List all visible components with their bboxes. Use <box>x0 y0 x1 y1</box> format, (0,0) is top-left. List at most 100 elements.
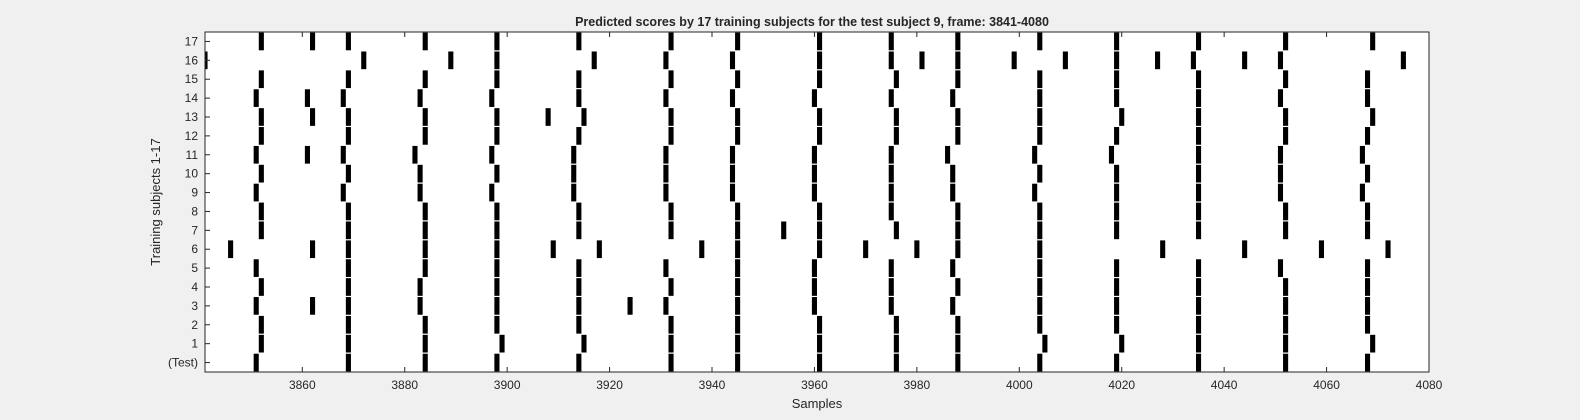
score-mark <box>1114 183 1120 202</box>
score-mark <box>1037 278 1043 296</box>
y-tick-label: 7 <box>191 223 198 237</box>
score-mark <box>735 353 741 372</box>
score-mark <box>581 108 587 126</box>
x-axis-label: Samples <box>792 396 843 411</box>
score-mark <box>668 32 674 51</box>
score-mark <box>729 51 736 70</box>
y-tick-label: 14 <box>185 91 199 105</box>
score-mark <box>1119 108 1125 126</box>
score-mark <box>1277 51 1284 70</box>
score-mark <box>361 51 367 70</box>
score-mark <box>310 297 316 315</box>
score-mark <box>955 202 961 221</box>
score-mark <box>817 353 823 372</box>
score-mark <box>817 202 823 221</box>
score-mark <box>253 89 259 107</box>
score-mark <box>345 32 351 51</box>
score-mark <box>668 127 674 145</box>
x-tick-label: 3900 <box>494 378 521 392</box>
score-mark <box>1364 259 1371 277</box>
score-mark <box>1195 70 1202 89</box>
score-mark <box>304 145 310 164</box>
score-mark <box>1370 108 1376 126</box>
score-mark <box>253 259 259 277</box>
score-mark <box>1195 108 1202 126</box>
score-mark <box>1037 240 1043 259</box>
score-mark <box>571 145 577 164</box>
score-mark <box>955 70 961 89</box>
x-tick-label: 3880 <box>391 378 418 392</box>
score-mark <box>1364 164 1371 183</box>
score-mark <box>422 221 428 240</box>
score-mark <box>1114 51 1120 70</box>
score-mark <box>1011 51 1017 70</box>
score-mark <box>955 127 961 145</box>
score-mark <box>550 240 556 259</box>
chart-title: Predicted scores by 17 training subjects… <box>575 15 1049 29</box>
score-mark <box>345 315 351 334</box>
score-mark <box>1037 259 1043 277</box>
score-mark <box>1032 183 1038 202</box>
score-mark <box>258 278 264 296</box>
score-mark <box>1283 297 1289 315</box>
score-mark <box>571 164 577 183</box>
score-mark <box>1114 259 1120 277</box>
score-mark <box>955 334 961 353</box>
score-mark <box>668 278 674 296</box>
score-mark <box>1037 164 1043 183</box>
score-mark <box>1277 89 1284 107</box>
score-mark <box>668 315 674 334</box>
score-mark <box>304 89 310 107</box>
score-mark <box>1190 51 1196 70</box>
score-mark <box>955 240 961 259</box>
score-mark <box>417 183 423 202</box>
score-mark <box>1195 221 1202 240</box>
score-mark <box>888 259 894 277</box>
x-tick-label: 4000 <box>1006 378 1033 392</box>
score-mark <box>1062 51 1068 70</box>
x-tick-label: 3940 <box>699 378 726 392</box>
score-mark <box>888 89 894 107</box>
score-mark <box>494 315 500 334</box>
score-mark <box>1370 334 1376 353</box>
score-mark <box>345 108 351 126</box>
score-mark <box>663 259 669 277</box>
score-mark <box>499 334 505 353</box>
score-mark <box>253 353 259 372</box>
score-mark <box>817 221 823 240</box>
score-mark <box>1370 32 1376 51</box>
score-mark <box>1359 145 1365 164</box>
score-mark <box>340 145 346 164</box>
score-mark <box>945 145 951 164</box>
y-tick-label: 8 <box>191 204 198 218</box>
score-mark <box>258 164 264 183</box>
score-mark <box>345 353 351 372</box>
score-mark <box>310 240 316 259</box>
x-axis: 3860 3880 3900 3920 3940 3960 3980 4000 4020 4040… <box>289 32 1443 392</box>
score-mark <box>950 297 956 315</box>
score-mark <box>1400 51 1406 70</box>
score-mark <box>888 278 894 296</box>
y-tick-label: (Test) <box>168 356 198 370</box>
score-mark <box>412 145 418 164</box>
score-mark <box>1283 353 1289 372</box>
score-mark <box>1283 315 1289 334</box>
score-mark <box>735 334 741 353</box>
score-mark <box>494 353 500 372</box>
score-mark <box>576 89 582 107</box>
score-mark <box>1037 70 1043 89</box>
score-mark <box>1283 70 1289 89</box>
y-tick-label: 6 <box>191 242 198 256</box>
score-mark <box>258 127 264 145</box>
x-tick-label: 3960 <box>801 378 828 392</box>
y-tick-label: 9 <box>191 186 198 200</box>
score-mark <box>345 297 351 315</box>
score-mark <box>811 164 817 183</box>
x-tick-label: 4020 <box>1108 378 1135 392</box>
score-mark <box>817 240 823 259</box>
score-mark <box>1042 334 1048 353</box>
score-mark <box>663 51 669 70</box>
score-mark <box>422 334 428 353</box>
score-mark <box>1037 297 1043 315</box>
score-mark <box>888 51 894 70</box>
